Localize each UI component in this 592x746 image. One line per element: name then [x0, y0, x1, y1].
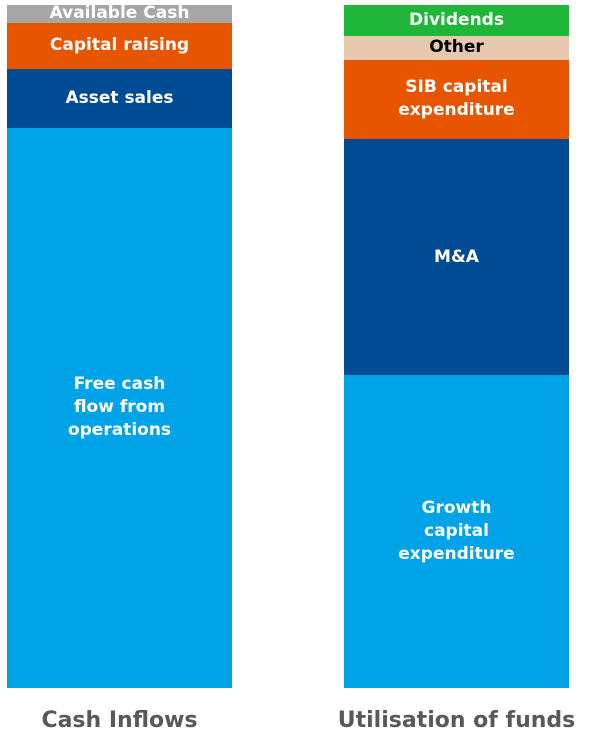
segment-label: Other: [429, 37, 484, 58]
bar-segment: Growth capital expenditure: [344, 375, 569, 688]
segment-label: Free cash flow from operations: [67, 374, 172, 441]
segment-label: M&A: [434, 246, 479, 267]
bar-segment: Available Cash: [7, 3, 232, 24]
bar-segment: Asset sales: [7, 69, 232, 128]
bar-segment: SIB capital expenditure: [344, 59, 569, 139]
category-label: Cash Inflows: [41, 708, 198, 733]
category-label: Utilisation of funds: [337, 708, 576, 733]
bar-segment: Capital raising: [7, 22, 232, 70]
segment-label: Growth capital expenditure: [398, 498, 515, 565]
segment-label: Available Cash: [49, 3, 190, 24]
bar-segment: Other: [344, 35, 569, 60]
segment-label: Dividends: [409, 9, 504, 30]
segment-label: Capital raising: [49, 35, 190, 56]
segment-label: SIB capital expenditure: [398, 77, 515, 121]
bar-segment: Free cash flow from operations: [7, 127, 232, 688]
bar-segment: M&A: [344, 138, 569, 376]
segment-label: Asset sales: [65, 88, 174, 109]
bar-segment: Dividends: [344, 5, 569, 36]
